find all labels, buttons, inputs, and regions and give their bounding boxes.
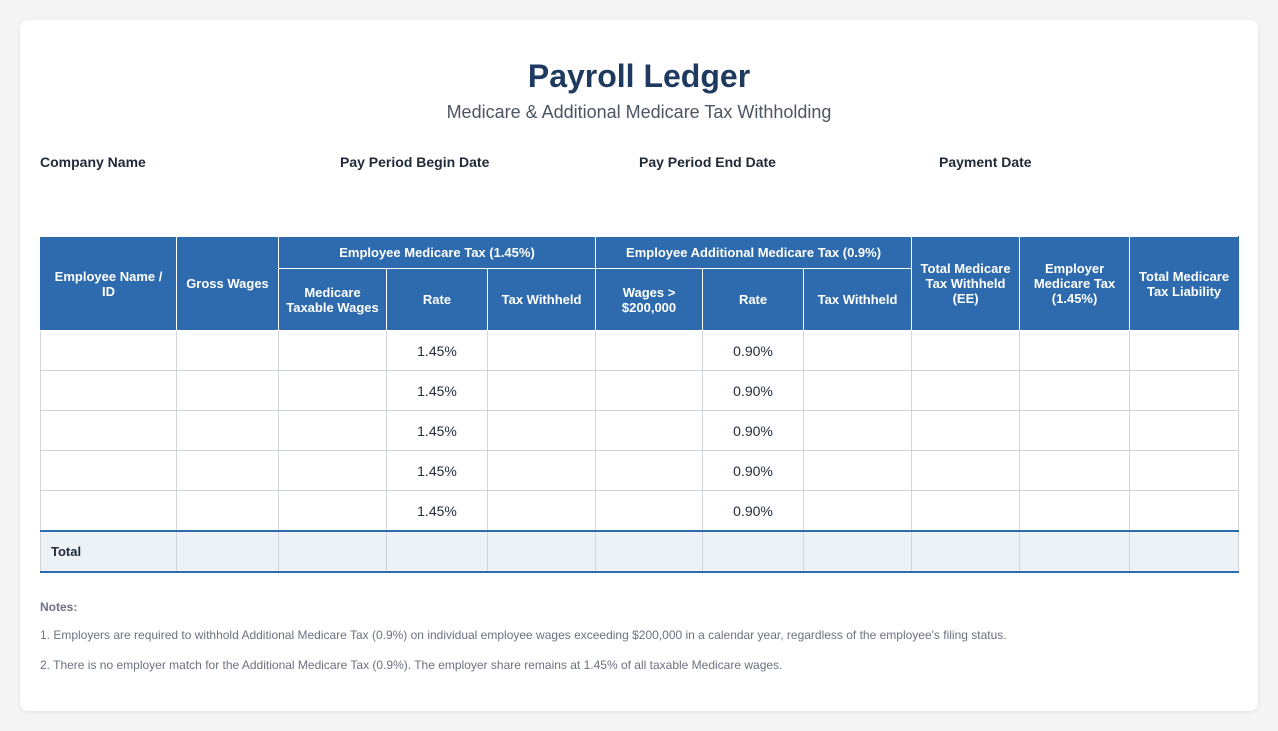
cell-additional-withheld[interactable] <box>803 370 913 411</box>
total-medicare-rate <box>386 530 488 573</box>
cell-employer-tax[interactable] <box>1019 330 1131 371</box>
total-withheld <box>911 530 1021 573</box>
cell-employer-tax[interactable] <box>1019 490 1131 532</box>
cell-medicare-withheld[interactable] <box>486 410 597 451</box>
total-label: Total <box>40 530 177 573</box>
header-total-withheld: Total Medicare Tax Withheld (EE) <box>911 236 1021 331</box>
total-wages-over <box>595 530 704 573</box>
cell-medicare-withheld[interactable] <box>486 490 597 532</box>
cell-total-withheld[interactable] <box>911 490 1021 532</box>
header-additional-tax-withheld: Tax Withheld <box>803 268 913 331</box>
cell-employee[interactable] <box>40 330 177 371</box>
cell-additional-rate: 0.90% <box>702 330 805 371</box>
payment-date-label: Payment Date <box>939 154 1032 170</box>
page-subtitle: Medicare & Additional Medicare Tax Withh… <box>446 102 832 122</box>
cell-wages-over[interactable] <box>595 370 704 411</box>
cell-employee[interactable] <box>40 410 177 451</box>
cell-additional-withheld[interactable] <box>803 330 913 371</box>
cell-medicare-withheld[interactable] <box>486 330 597 371</box>
table-row: 1.45% 0.90% <box>40 330 1240 371</box>
cell-total-withheld[interactable] <box>911 450 1021 491</box>
total-additional-withheld <box>803 530 913 573</box>
cell-additional-rate: 0.90% <box>702 410 805 451</box>
cell-employer-tax[interactable] <box>1019 370 1131 411</box>
total-gross-wages <box>176 530 279 573</box>
total-employer-tax <box>1019 530 1131 573</box>
cell-medicare-rate: 1.45% <box>386 330 488 371</box>
cell-total-liability[interactable] <box>1129 330 1240 371</box>
cell-taxable-wages[interactable] <box>278 370 387 411</box>
header-medicare-rate: Rate <box>386 268 488 331</box>
cell-medicare-rate: 1.45% <box>386 490 488 532</box>
pay-period-end-label: Pay Period End Date <box>639 154 776 170</box>
cell-wages-over[interactable] <box>595 450 704 491</box>
note-item: 1. Employers are required to withhold Ad… <box>40 628 1007 642</box>
cell-taxable-wages[interactable] <box>278 490 387 532</box>
header-wages-over-200k: Wages > $200,000 <box>595 268 704 331</box>
header-employee-name: Employee Name / ID <box>40 236 177 331</box>
table-row: 1.45% 0.90% <box>40 450 1240 491</box>
payroll-ledger-table: Employee Name / ID Gross Wages Employee … <box>40 236 1240 573</box>
pay-period-begin-label: Pay Period Begin Date <box>340 154 490 170</box>
cell-total-liability[interactable] <box>1129 370 1240 411</box>
page-title: Payroll Ledger <box>527 58 751 94</box>
cell-additional-rate: 0.90% <box>702 370 805 411</box>
cell-wages-over[interactable] <box>595 490 704 532</box>
header-additional-rate: Rate <box>702 268 805 331</box>
header-gross-wages: Gross Wages <box>176 236 279 331</box>
cell-additional-withheld[interactable] <box>803 490 913 532</box>
notes-heading: Notes: <box>40 600 78 614</box>
cell-medicare-withheld[interactable] <box>486 450 597 491</box>
cell-taxable-wages[interactable] <box>278 330 387 371</box>
cell-total-liability[interactable] <box>1129 450 1240 491</box>
header-group-medicare: Employee Medicare Tax (1.45%) <box>277 236 597 269</box>
header-employer-medicare: Employer Medicare Tax (1.45%) <box>1019 236 1131 331</box>
header-medicare-taxable-wages: Medicare Taxable Wages <box>278 268 387 331</box>
total-row: Total <box>40 530 1240 573</box>
cell-employer-tax[interactable] <box>1019 450 1131 491</box>
notes-section: Notes: 1. Employers are required to with… <box>40 600 1230 688</box>
cell-medicare-rate: 1.45% <box>386 410 488 451</box>
cell-total-liability[interactable] <box>1129 490 1240 532</box>
cell-employee[interactable] <box>40 370 177 411</box>
cell-total-withheld[interactable] <box>911 370 1021 411</box>
cell-wages-over[interactable] <box>595 410 704 451</box>
cell-additional-withheld[interactable] <box>803 450 913 491</box>
cell-additional-rate: 0.90% <box>702 450 805 491</box>
cell-medicare-rate: 1.45% <box>386 450 488 491</box>
table-row: 1.45% 0.90% <box>40 370 1240 411</box>
cell-total-withheld[interactable] <box>911 330 1021 371</box>
cell-gross-wages[interactable] <box>176 450 279 491</box>
total-liability <box>1129 530 1240 573</box>
header-medicare-tax-withheld: Tax Withheld <box>486 268 597 331</box>
cell-wages-over[interactable] <box>595 330 704 371</box>
cell-employee[interactable] <box>40 450 177 491</box>
cell-gross-wages[interactable] <box>176 490 279 532</box>
total-medicare-withheld <box>486 530 597 573</box>
table-row: 1.45% 0.90% <box>40 410 1240 451</box>
cell-employer-tax[interactable] <box>1019 410 1131 451</box>
cell-additional-withheld[interactable] <box>803 410 913 451</box>
total-additional-rate <box>702 530 805 573</box>
header-total-liability: Total Medicare Tax Liability <box>1129 236 1240 331</box>
header-group-additional-medicare: Employee Additional Medicare Tax (0.9%) <box>595 236 913 269</box>
cell-employee[interactable] <box>40 490 177 532</box>
cell-medicare-withheld[interactable] <box>486 370 597 411</box>
cell-taxable-wages[interactable] <box>278 410 387 451</box>
ledger-card: Payroll Ledger Medicare & Additional Med… <box>20 20 1258 711</box>
table-row: 1.45% 0.90% <box>40 490 1240 532</box>
cell-total-withheld[interactable] <box>911 410 1021 451</box>
cell-gross-wages[interactable] <box>176 370 279 411</box>
cell-medicare-rate: 1.45% <box>386 370 488 411</box>
company-name-label: Company Name <box>40 154 146 170</box>
cell-additional-rate: 0.90% <box>702 490 805 532</box>
cell-gross-wages[interactable] <box>176 330 279 371</box>
note-item: 2. There is no employer match for the Ad… <box>40 658 783 672</box>
cell-gross-wages[interactable] <box>176 410 279 451</box>
cell-total-liability[interactable] <box>1129 410 1240 451</box>
cell-taxable-wages[interactable] <box>278 450 387 491</box>
total-taxable-wages <box>278 530 387 573</box>
